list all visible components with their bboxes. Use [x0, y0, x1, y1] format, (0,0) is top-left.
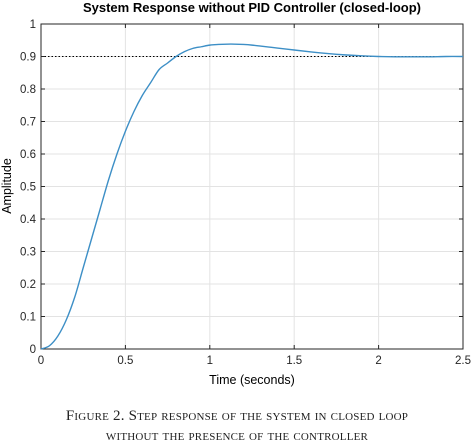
- response-series-line: [40, 43, 464, 350]
- y-tick-label: 0.3: [20, 247, 36, 259]
- y-tick-label: 0.5: [20, 182, 36, 194]
- chart-title: System Response without PID Controller (…: [83, 0, 421, 15]
- y-tick-label: 0.7: [20, 117, 36, 129]
- x-tick-label: 0.5: [117, 355, 133, 367]
- y-tick-label: 0: [30, 344, 36, 356]
- y-tick-label: 0.6: [20, 149, 36, 161]
- y-tick-label: 1: [30, 19, 36, 31]
- grid: [40, 23, 464, 350]
- y-tick-label: 0.2: [20, 279, 36, 291]
- figure-caption-line-2: without the presence of the controller: [105, 428, 369, 444]
- step-response-chart: System Response without PID Controller (…: [0, 0, 471, 387]
- x-tick-label: 2: [375, 355, 381, 367]
- y-tick-label: 0.4: [20, 214, 37, 226]
- axis-ticks: 0 0.5 1 1.5 2 2.5 0 0.1 0.2 0.3 0.4 0.5 0.6 0.7 0.8 0.9…: [20, 19, 471, 367]
- y-tick-label: 0.9: [20, 52, 36, 64]
- figure-caption-line-1: Figure 2. Step response of the system in…: [65, 408, 409, 424]
- y-tick-label: 0.8: [20, 84, 36, 96]
- x-tick-label: 1.5: [286, 355, 302, 367]
- x-axis-label: Time (seconds): [209, 373, 295, 387]
- y-tick-label: 0.1: [20, 312, 36, 324]
- x-tick-label: 2.5: [455, 355, 471, 367]
- y-axis-label: Amplitude: [0, 158, 14, 214]
- x-tick-label: 0: [38, 355, 44, 367]
- x-tick-label: 1: [207, 355, 213, 367]
